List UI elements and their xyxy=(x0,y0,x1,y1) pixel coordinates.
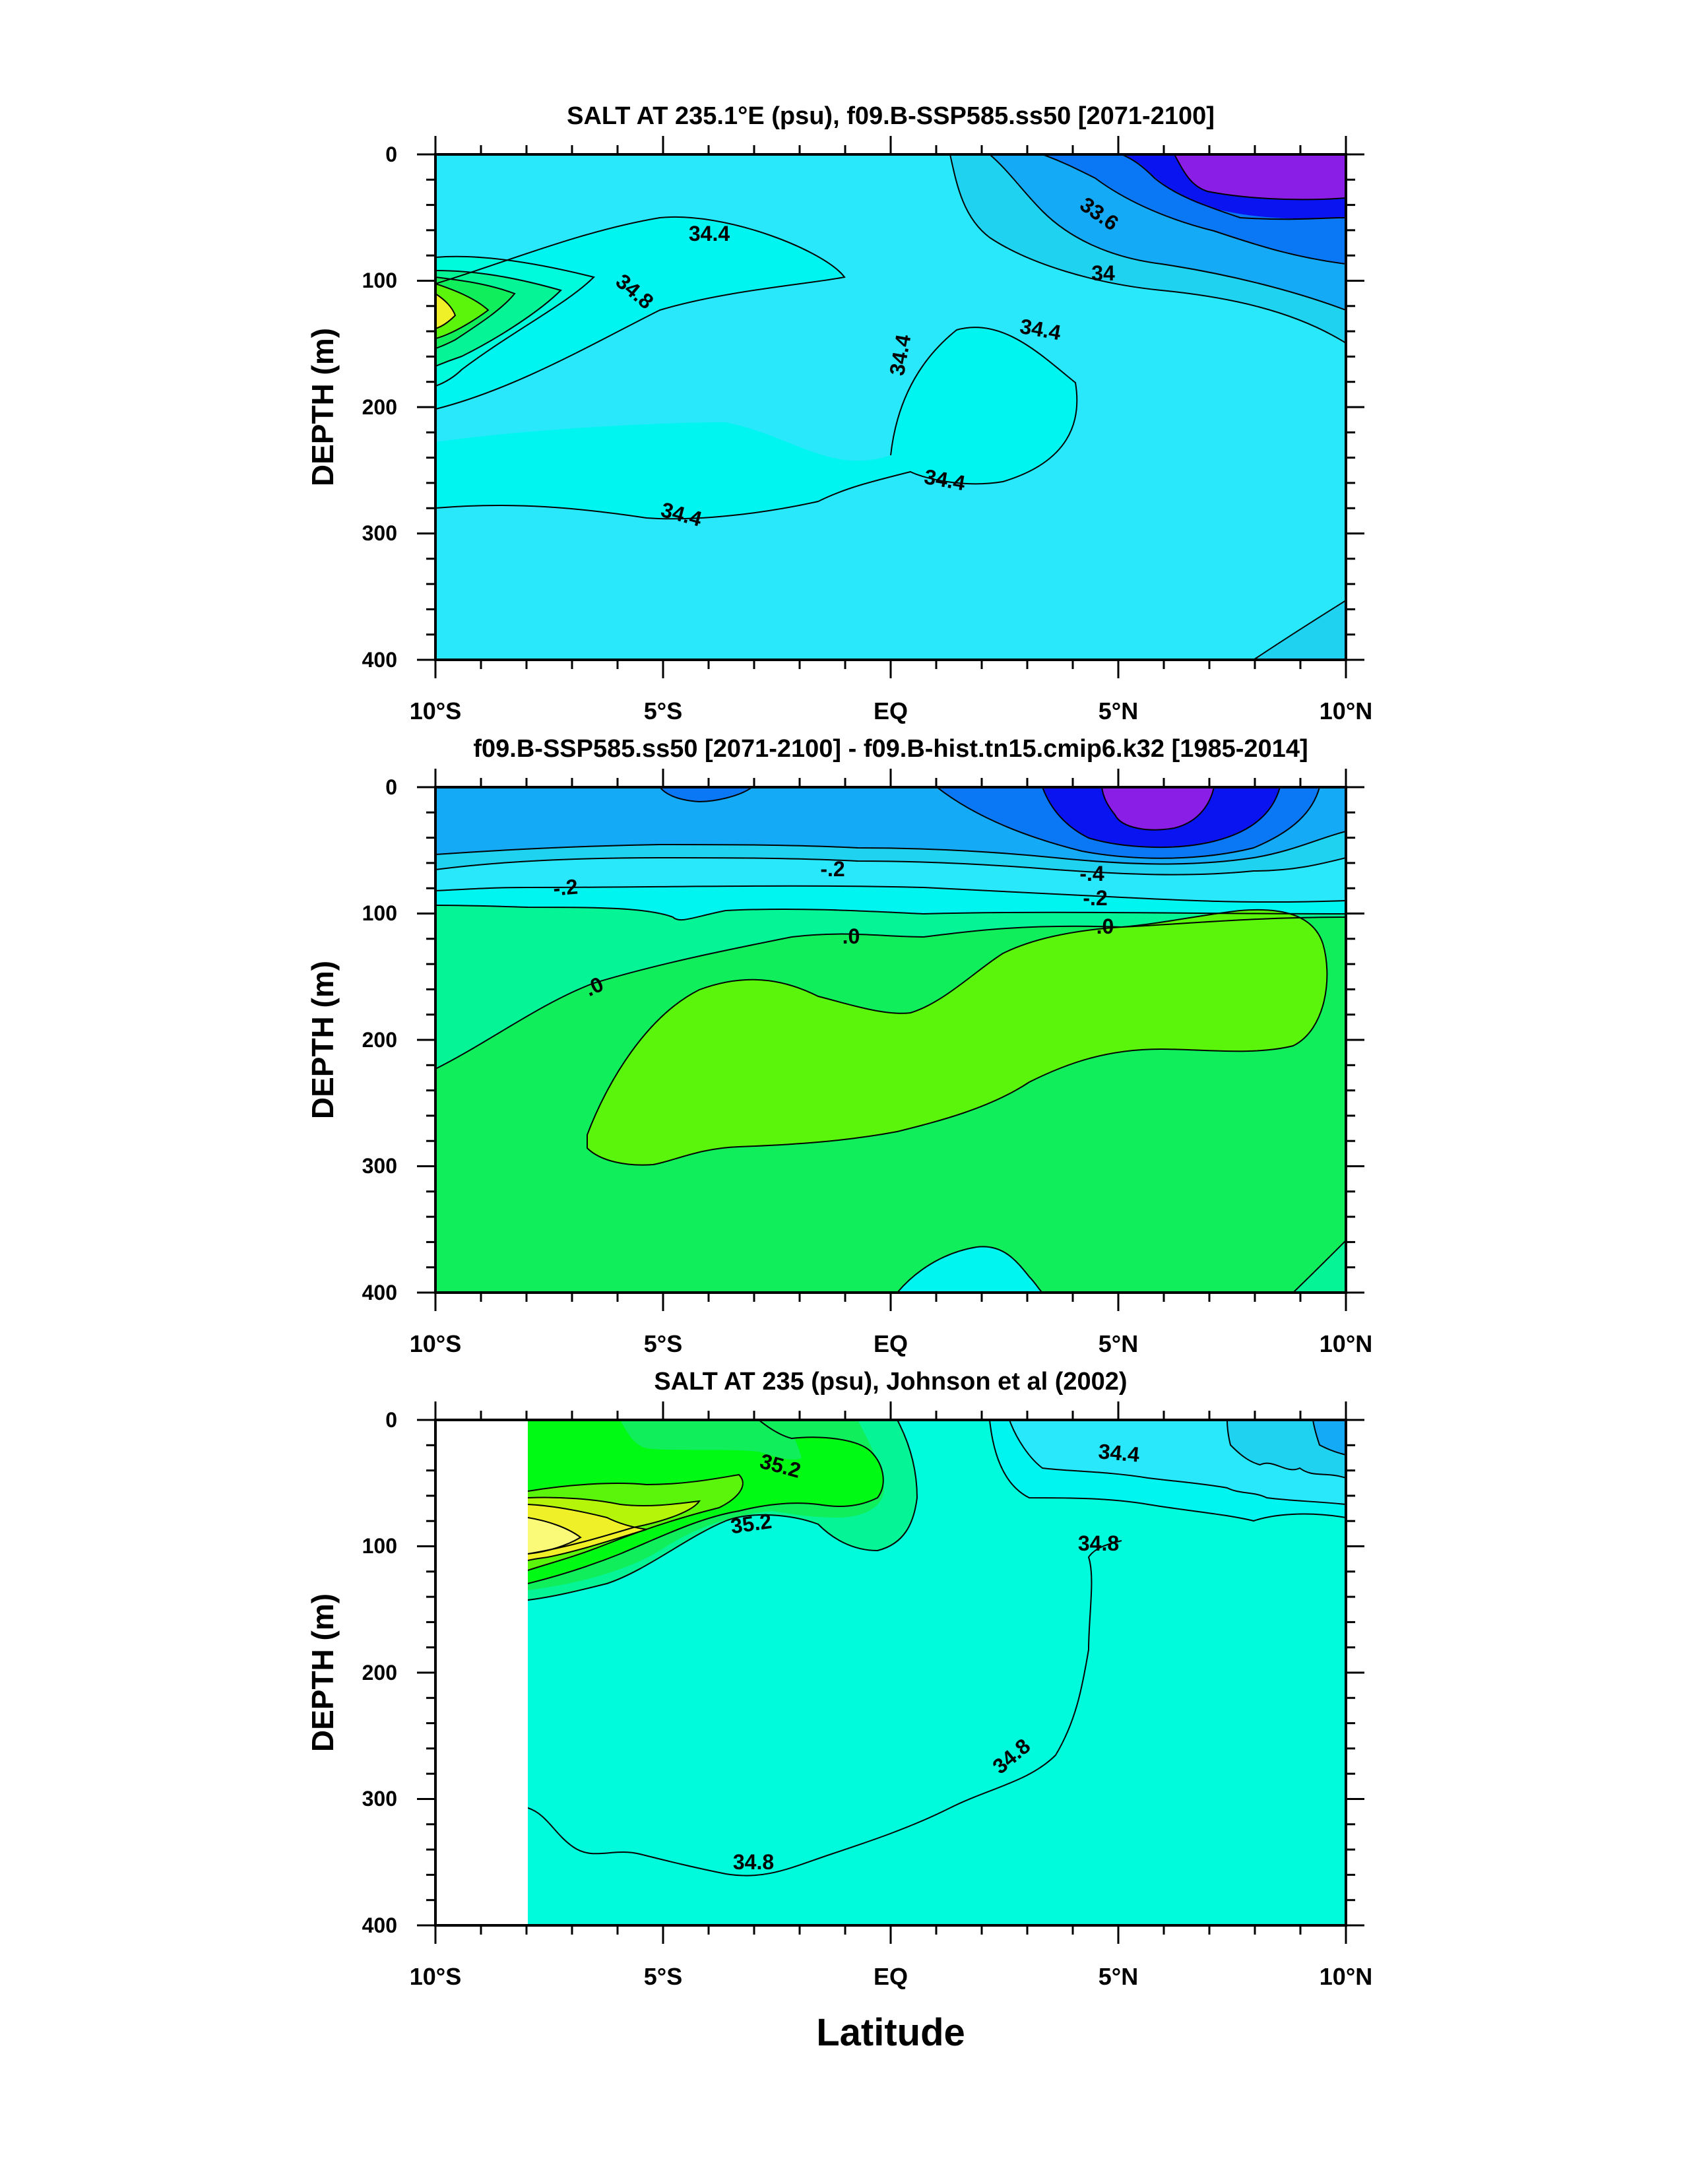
p1-ytick-labels: 0 100 200 300 400 xyxy=(362,143,397,672)
p2-xtick-label: EQ xyxy=(874,1330,908,1357)
p1-xtick-label: 5°N xyxy=(1099,697,1138,724)
p3-contour-label: 34.8 xyxy=(733,1850,774,1874)
p2-contour-label: -.2 xyxy=(1083,886,1107,910)
p2-ylabel: DEPTH (m) xyxy=(305,961,340,1119)
p3-ytick-label: 300 xyxy=(362,1787,397,1811)
p2-fill-lime-blob xyxy=(587,909,1327,1165)
panel-3-title: SALT AT 235 (psu), Johnson et al (2002) xyxy=(654,1368,1127,1396)
p3-contour-lines xyxy=(528,1420,1346,1877)
panel-3: SALT AT 235 (psu), Johnson et al (2002) xyxy=(305,1368,1372,2054)
p2-ytick-label: 200 xyxy=(362,1028,397,1052)
p2-xtick-labels: 10°S 5°S EQ 5°N 10°N xyxy=(410,1330,1372,1357)
p3-ytick-label: 400 xyxy=(362,1913,397,1937)
p2-ticks xyxy=(417,769,1364,1311)
p3-contour-label: 35.2 xyxy=(729,1509,773,1538)
p3-ytick-label: 200 xyxy=(362,1661,397,1685)
panel-3-contour-fill xyxy=(528,1420,1346,1925)
p2-ytick-label: 0 xyxy=(385,775,397,799)
panel-2: f09.B-SSP585.ss50 [2071-2100] - f09.B-hi… xyxy=(305,735,1372,1357)
p3-ytick-labels: 0 100 200 300 400 xyxy=(362,1408,397,1937)
panel-1-contour-fill xyxy=(435,154,1346,660)
p3-contour-label: 34.4 xyxy=(1097,1439,1140,1466)
p2-ytick-label: 300 xyxy=(362,1154,397,1178)
p2-xtick-label: 5°S xyxy=(644,1330,682,1357)
panel-1-title: SALT AT 235.1°E (psu), f09.B-SSP585.ss50… xyxy=(567,102,1215,130)
p3-xtick-labels: 10°S 5°S EQ 5°N 10°N xyxy=(410,1963,1372,1990)
p2-contour-label: .0 xyxy=(843,924,860,948)
panel-2-title: f09.B-SSP585.ss50 [2071-2100] - f09.B-hi… xyxy=(473,735,1308,763)
p3-ylabel: DEPTH (m) xyxy=(305,1593,340,1752)
p2-ytick-labels: 0 100 200 300 400 xyxy=(362,775,397,1304)
p1-fill-cyan-lower xyxy=(435,327,1077,519)
p2-xtick-label: 10°N xyxy=(1320,1330,1372,1357)
p3-ytick-label: 0 xyxy=(385,1408,397,1432)
p1-xtick-label: 10°N xyxy=(1320,697,1372,724)
p2-contour-label: -.2 xyxy=(820,857,844,881)
p3-xtick-label: 5°N xyxy=(1099,1963,1138,1990)
p3-xtick-label: EQ xyxy=(874,1963,908,1990)
p3-fill-sky-ne xyxy=(1313,1420,1346,1455)
p1-contour-label: 34 xyxy=(1091,261,1115,285)
p1-xtick-label: 10°S xyxy=(410,697,461,724)
p1-xtick-label: 5°S xyxy=(644,697,682,724)
p1-ticks xyxy=(417,136,1364,678)
p2-fill-aqua-bottom xyxy=(897,1246,1042,1293)
p2-contour-label: -.4 xyxy=(1079,862,1104,885)
p1-contour-lines xyxy=(435,154,1346,660)
p1-xtick-labels: 10°S 5°S EQ 5°N 10°N xyxy=(410,697,1372,724)
p1-ytick-label: 300 xyxy=(362,521,397,545)
p1-ytick-label: 0 xyxy=(385,143,397,166)
p3-ytick-label: 100 xyxy=(362,1534,397,1558)
p2-xtick-label: 10°S xyxy=(410,1330,461,1357)
p1-ytick-label: 100 xyxy=(362,269,397,292)
panel-2-contour-fill xyxy=(435,787,1346,1293)
p3-xlabel: Latitude xyxy=(816,2011,965,2054)
p2-fill-teal-corner xyxy=(1293,1240,1346,1293)
p2-fill-purple xyxy=(1102,787,1214,830)
p1-ytick-label: 200 xyxy=(362,395,397,419)
p1-xtick-label: EQ xyxy=(874,697,908,724)
p2-contour-lines xyxy=(435,787,1346,1293)
p2-contour-label: -.2 xyxy=(552,874,579,900)
p3-xtick-label: 5°S xyxy=(644,1963,682,1990)
p2-ytick-label: 400 xyxy=(362,1281,397,1304)
p1-contour-label: 34.4 xyxy=(689,222,730,245)
p2-contour-label: .0 xyxy=(1097,915,1114,938)
p3-fill-white-notch xyxy=(620,1420,802,1460)
p3-xtick-label: 10°N xyxy=(1320,1963,1372,1990)
p3-fill-pale-yellow xyxy=(528,1518,581,1554)
p1-ytick-label: 400 xyxy=(362,648,397,672)
p1-fill-lime xyxy=(435,284,488,338)
p1-fill-purple xyxy=(1174,154,1346,200)
p1-ylabel: DEPTH (m) xyxy=(305,328,340,486)
panel-1: SALT AT 235.1°E (psu), f09.B-SSP585.ss50… xyxy=(305,102,1372,724)
p2-ytick-label: 100 xyxy=(362,901,397,925)
p3-ticks xyxy=(417,1401,1364,1944)
p2-xtick-label: 5°N xyxy=(1099,1330,1138,1357)
p3-xtick-label: 10°S xyxy=(410,1963,461,1990)
p3-contour-label: 34.8 xyxy=(1078,1531,1119,1555)
